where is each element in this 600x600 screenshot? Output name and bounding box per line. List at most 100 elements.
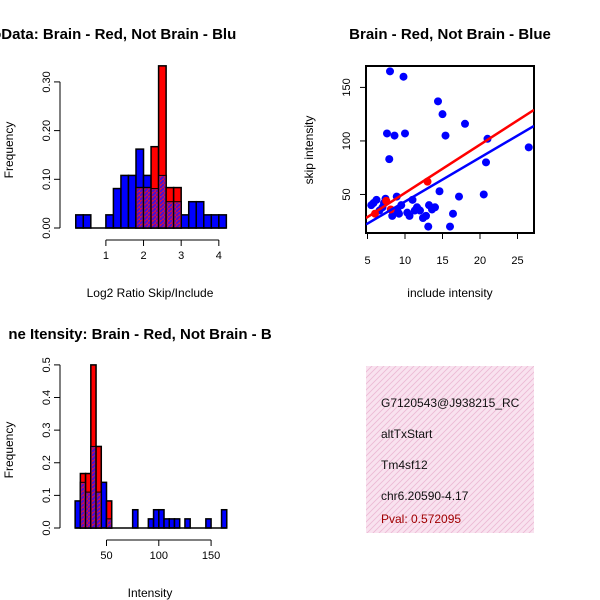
h1-overlap-bar bbox=[167, 202, 173, 228]
h1-blue-bar bbox=[187, 200, 197, 229]
info-event-type: altTxStart bbox=[381, 427, 433, 441]
h1-x-tick-label: 3 bbox=[178, 250, 184, 262]
h1-blue-bar bbox=[82, 214, 92, 229]
intensity-histogram-title: ne Itensity: Brain - Red, Not Brain - B bbox=[8, 326, 272, 343]
scatter-points bbox=[366, 67, 534, 231]
scatter-xlabel: include intensity bbox=[407, 286, 492, 300]
ratio-histogram-title: RatioData: Brain - Red, Not Brain - Blu bbox=[0, 26, 236, 43]
scatter-x-tick-label: 20 bbox=[474, 255, 486, 267]
scatter-blue-point bbox=[479, 190, 488, 199]
scatter-blue-point bbox=[435, 187, 444, 196]
scatter-x-tick-label: 15 bbox=[436, 255, 448, 267]
scatter-y-axis: 50 100 150 bbox=[341, 78, 366, 201]
h3-overlap-bar bbox=[86, 493, 90, 528]
info-pval: Pval: 0.572095 bbox=[381, 512, 461, 526]
h1-overlap-shade bbox=[165, 201, 175, 229]
info-gene: Tm4sf12 bbox=[381, 458, 428, 472]
scatter-y-tick-label: 150 bbox=[341, 78, 353, 96]
h3-overlap-bar bbox=[107, 519, 111, 528]
scatter-blue-point bbox=[385, 155, 394, 164]
scatter-blue-point bbox=[431, 203, 439, 212]
h1-blue-bar bbox=[210, 214, 220, 229]
ratio-histogram-x-axis: 1 2 3 4 bbox=[103, 239, 222, 262]
h3-y-tick-label: 0.5 bbox=[41, 357, 53, 372]
scatter-blue-point bbox=[441, 131, 450, 140]
h1-y-tick-label: 0.10 bbox=[41, 169, 53, 190]
scatter-blue-point bbox=[446, 222, 454, 231]
h3-blue-bar bbox=[152, 508, 160, 529]
h1-overlap-bar bbox=[144, 188, 151, 228]
scatter-x-tick-label: 25 bbox=[511, 255, 523, 267]
h3-x-tick-label: 50 bbox=[100, 550, 112, 562]
scatter-y-tick-label: 100 bbox=[341, 132, 353, 150]
h1-blue-bar bbox=[127, 174, 137, 229]
ratio-histogram-xlabel: Log2 Ratio Skip/Include bbox=[87, 286, 214, 300]
h3-blue-bar bbox=[163, 518, 171, 529]
h1-x-tick-label: 4 bbox=[216, 250, 222, 262]
scatter-title: Brain - Red, Not Brain - Blue bbox=[349, 26, 551, 43]
h3-x-tick-label: 150 bbox=[202, 550, 220, 562]
ratio-histogram-bars bbox=[75, 65, 228, 229]
intensity-histogram-xlabel: Intensity bbox=[128, 586, 173, 600]
scatter-red-fit-line bbox=[366, 108, 534, 220]
h3-blue-bar bbox=[184, 518, 191, 529]
h3-overlap-bar bbox=[91, 447, 96, 528]
h1-blue-bar bbox=[180, 214, 190, 229]
intensity-histogram-y-axis: 0.0 0.1 0.2 0.3 0.4 0.5 bbox=[41, 357, 61, 536]
scatter-blue-point bbox=[372, 195, 381, 204]
h3-y-tick-label: 0.3 bbox=[41, 422, 53, 437]
scatter-blue-point bbox=[395, 209, 403, 218]
h3-blue-bar bbox=[100, 481, 108, 529]
intensity-histogram-bars bbox=[74, 364, 228, 529]
scatter-blue-point bbox=[401, 129, 409, 138]
h1-overlap-bar bbox=[174, 202, 181, 228]
scatter-blue-point bbox=[386, 67, 394, 76]
h1-overlap-bar bbox=[159, 176, 166, 228]
h1-overlap-shade bbox=[150, 188, 160, 229]
h3-y-tick-label: 0.2 bbox=[41, 455, 53, 470]
scatter-ylabel: skip intensity bbox=[302, 116, 316, 185]
scatter-y-tick-label: 50 bbox=[341, 188, 353, 200]
h3-overlap-bar bbox=[97, 493, 101, 528]
intensity-histogram: ne Itensity: Brain - Red, Not Brain - B … bbox=[2, 326, 272, 600]
scatter-blue-point bbox=[434, 97, 442, 106]
h1-blue-bar bbox=[112, 187, 122, 229]
h1-blue-bar bbox=[195, 200, 205, 229]
scatter-blue-point bbox=[390, 131, 399, 140]
info-panel-background bbox=[366, 366, 534, 533]
scatter-x-tick-label: 10 bbox=[399, 255, 411, 267]
scatter-blue-point bbox=[449, 209, 457, 218]
scatter-blue-fit-line bbox=[366, 124, 534, 226]
scatter-blue-point bbox=[383, 129, 391, 138]
scatter-blue-point bbox=[399, 72, 408, 81]
scatter-blue-point bbox=[455, 192, 463, 201]
info-panel: G7120543@J938215_RC altTxStart Tm4sf12 c… bbox=[366, 366, 534, 533]
h3-overlap-shade bbox=[95, 491, 102, 529]
ratio-histogram-y-axis: 0.00 0.10 0.20 0.30 bbox=[41, 71, 61, 239]
h1-x-tick-label: 1 bbox=[103, 250, 109, 262]
h3-blue-bar bbox=[220, 508, 228, 529]
h1-y-tick-label: 0.20 bbox=[41, 120, 53, 141]
scatter-blue-point bbox=[482, 158, 490, 167]
h1-blue-bar bbox=[203, 214, 213, 229]
h3-y-tick-label: 0.1 bbox=[41, 488, 53, 503]
h3-blue-bar bbox=[173, 518, 181, 529]
h1-overlap-shade bbox=[173, 201, 182, 229]
ratio-histogram: RatioData: Brain - Red, Not Brain - Blu … bbox=[0, 26, 236, 300]
scatter-blue-point bbox=[388, 211, 397, 220]
scatter-blue-point bbox=[524, 143, 533, 152]
h3-overlap-shade bbox=[106, 518, 113, 529]
h1-blue-bar bbox=[120, 174, 130, 229]
scatter-plot-frame bbox=[365, 65, 535, 234]
h3-overlap-bar bbox=[81, 483, 85, 528]
h1-y-tick-label: 0.00 bbox=[41, 217, 53, 238]
h3-blue-bar bbox=[131, 508, 139, 529]
scatter-blue-point bbox=[438, 110, 447, 119]
h1-overlap-shade bbox=[158, 174, 167, 229]
scatter-blue-point bbox=[422, 211, 430, 220]
h1-blue-bar bbox=[105, 214, 115, 229]
h3-blue-bar bbox=[74, 500, 82, 529]
h3-blue-bar bbox=[205, 518, 212, 529]
h3-overlap-shade bbox=[85, 491, 92, 529]
info-location: chr6.20590-4.17 bbox=[381, 489, 469, 503]
